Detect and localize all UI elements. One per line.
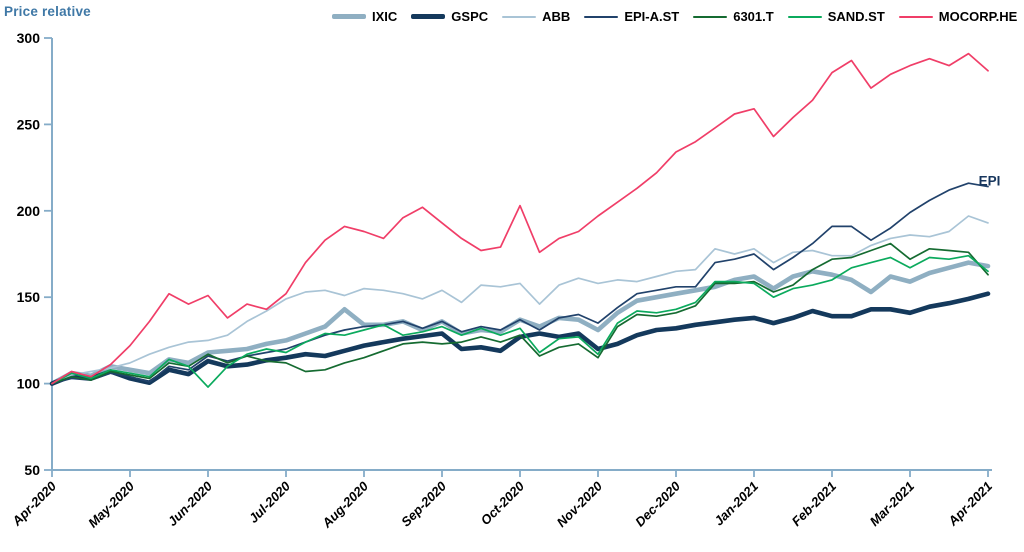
x-tick-label: Jul-2020 bbox=[246, 478, 294, 526]
y-tick-label: 250 bbox=[17, 116, 41, 132]
legend-line-swatch bbox=[584, 15, 619, 18]
x-tick-label: Jun-2020 bbox=[165, 478, 216, 529]
legend-line-swatch bbox=[332, 14, 366, 19]
legend-label: EPI-A.ST bbox=[624, 9, 680, 24]
series-line-SAND.ST bbox=[51, 254, 989, 388]
legend-item-ixic: IXIC bbox=[332, 9, 397, 24]
legend-label: IXIC bbox=[372, 9, 398, 24]
series-line-GSPC bbox=[49, 291, 991, 386]
legend-label: ABB bbox=[542, 9, 571, 24]
legend-line-swatch bbox=[898, 15, 933, 18]
legend-item-sand-st: SAND.ST bbox=[787, 9, 885, 24]
series-line-6301.T bbox=[51, 242, 989, 385]
legend-label: MOCORP.HE bbox=[938, 9, 1018, 24]
series-end-annotation: EPI bbox=[979, 173, 1001, 188]
y-tick-label: 50 bbox=[24, 462, 40, 478]
legend-item-abb: ABB bbox=[502, 9, 570, 24]
series-line-MOCORP.HE bbox=[51, 52, 989, 385]
x-tick-label: Apr-2020 bbox=[8, 478, 59, 529]
legend-item-mocorp-he: MOCORP.HE bbox=[898, 9, 1018, 24]
y-tick-label: 100 bbox=[17, 376, 41, 392]
legend-label: SAND.ST bbox=[827, 9, 885, 24]
series-line-IXIC bbox=[49, 260, 991, 386]
legend: IXIC GSPC ABB EPI-A.ST 6301.T SAND.ST MOCORP.H… bbox=[332, 9, 1017, 24]
x-tick-label: Apr-2021 bbox=[944, 479, 995, 530]
y-tick-label: 200 bbox=[17, 203, 41, 219]
x-tick-label: Dec-2020 bbox=[632, 478, 684, 530]
chart-title: Price relative bbox=[4, 4, 91, 19]
y-tick-label: 300 bbox=[17, 30, 41, 46]
y-tick-label: 150 bbox=[17, 289, 41, 305]
legend-line-swatch bbox=[411, 14, 446, 19]
legend-item-gspc: GSPC bbox=[411, 9, 488, 24]
x-tick-label: Jan-2021 bbox=[711, 479, 761, 529]
series-line-EPI-A.ST bbox=[51, 182, 989, 385]
legend-line-swatch bbox=[787, 15, 822, 18]
x-tick-label: Feb-2021 bbox=[789, 479, 839, 529]
x-tick-label: Sep-2020 bbox=[398, 478, 450, 530]
x-tick-label: May-2020 bbox=[85, 478, 138, 531]
legend-item-epi-a-st: EPI-A.ST bbox=[584, 9, 679, 24]
legend-label: 6301.T bbox=[733, 9, 774, 24]
x-tick-label: Nov-2020 bbox=[554, 478, 606, 530]
legend-label: GSPC bbox=[451, 9, 489, 24]
series-line-ABB bbox=[51, 215, 989, 385]
x-tick-label: Mar-2021 bbox=[867, 479, 917, 529]
x-tick-label: Oct-2020 bbox=[478, 478, 528, 528]
legend-line-swatch bbox=[502, 15, 537, 18]
x-tick-label: Aug-2020 bbox=[318, 478, 371, 531]
legend-line-swatch bbox=[693, 15, 728, 18]
legend-item-6301-t: 6301.T bbox=[693, 9, 774, 24]
